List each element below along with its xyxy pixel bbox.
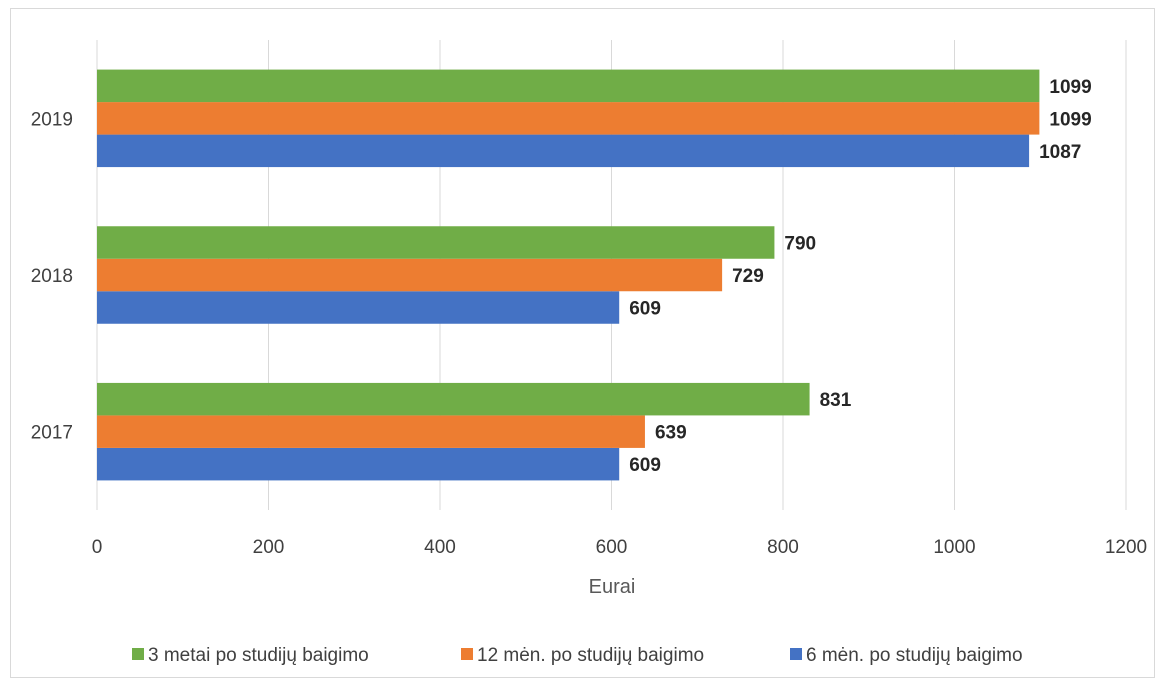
x-tick-label: 200 xyxy=(253,537,285,558)
data-label: 609 xyxy=(629,299,661,320)
legend-swatch xyxy=(790,648,802,660)
legend-swatch xyxy=(132,648,144,660)
legend: 3 metai po studijų baigimo 12 mėn. po stu… xyxy=(132,645,1023,666)
legend-label: 6 mėn. po studijų baigimo xyxy=(806,645,1023,666)
data-label: 1099 xyxy=(1049,77,1091,98)
x-tick-label: 0 xyxy=(92,537,103,558)
bar xyxy=(97,226,775,259)
legend-swatch xyxy=(461,648,473,660)
data-label: 831 xyxy=(820,390,852,411)
data-label: 1099 xyxy=(1049,109,1091,130)
x-tick-label: 800 xyxy=(767,537,799,558)
data-label: 609 xyxy=(629,455,661,476)
y-tick-label: 2018 xyxy=(31,266,73,287)
x-tick-label: 400 xyxy=(424,537,456,558)
legend-label: 12 mėn. po studijų baigimo xyxy=(477,645,704,666)
bar xyxy=(97,258,723,292)
y-tick-label: 2019 xyxy=(31,109,73,130)
legend-label: 3 metai po studijų baigimo xyxy=(148,645,369,666)
x-axis: 0 200 400 600 800 1000 1200 xyxy=(92,537,1147,558)
data-label: 729 xyxy=(732,266,764,287)
y-axis: 2017 2018 2019 xyxy=(31,109,73,443)
x-axis-title: Eurai xyxy=(589,576,636,598)
data-label: 790 xyxy=(784,234,816,255)
y-tick-label: 2017 xyxy=(31,423,73,444)
data-label: 639 xyxy=(655,423,687,444)
data-label: 1087 xyxy=(1039,142,1081,163)
bar xyxy=(97,415,645,448)
data-labels: 609 639 831 609 729 790 1087 1099 1099 xyxy=(629,77,1091,476)
x-tick-label: 1200 xyxy=(1105,537,1147,558)
bar xyxy=(97,102,1040,135)
x-tick-label: 600 xyxy=(596,537,628,558)
bar xyxy=(97,134,1030,168)
bar xyxy=(97,382,810,416)
bar xyxy=(97,69,1040,103)
x-tick-label: 1000 xyxy=(933,537,975,558)
bar xyxy=(97,447,620,481)
bars xyxy=(97,69,1040,481)
bar xyxy=(97,291,620,324)
